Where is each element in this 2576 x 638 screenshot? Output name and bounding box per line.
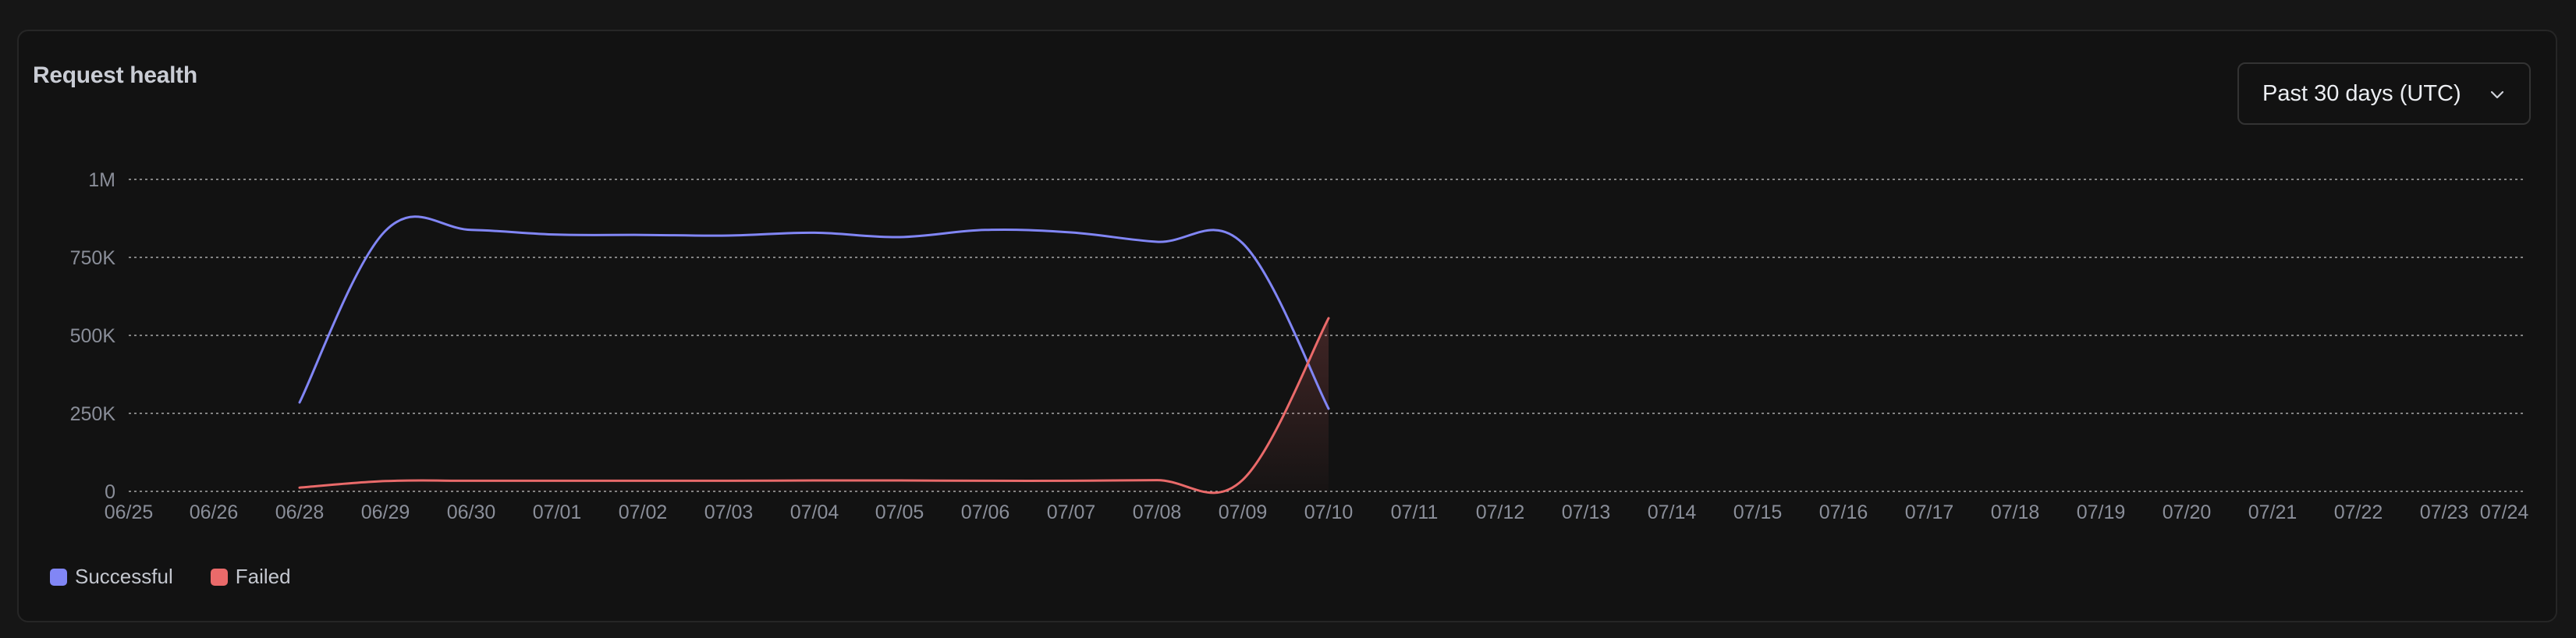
x-tick-label: 06/30 — [447, 502, 496, 523]
x-tick-label: 06/25 — [105, 502, 154, 523]
legend-label: Successful — [75, 565, 173, 588]
legend-swatch — [50, 568, 67, 586]
x-tick-label: 07/01 — [533, 502, 582, 523]
x-tick-label: 07/08 — [1133, 502, 1182, 523]
x-tick-label: 07/19 — [2077, 502, 2126, 523]
time-range-select[interactable]: Past 30 days (UTC) — [2237, 62, 2531, 125]
x-tick-label: 07/21 — [2248, 502, 2297, 523]
x-tick-label: 07/14 — [1648, 502, 1697, 523]
successful-series-line — [298, 215, 1330, 410]
x-tick-label: 07/17 — [1905, 502, 1954, 523]
x-tick-label: 06/28 — [275, 502, 325, 523]
chart-legend: Successful Failed — [50, 565, 328, 589]
y-tick-label: 750K — [70, 247, 116, 269]
x-tick-label: 07/20 — [2163, 502, 2212, 523]
x-tick-label: 07/09 — [1219, 502, 1268, 523]
legend-item-successful[interactable]: Successful — [50, 565, 173, 589]
chevron-down-icon — [2490, 90, 2504, 99]
x-tick-label: 07/15 — [1733, 502, 1783, 523]
x-tick-label: 07/04 — [790, 502, 839, 523]
y-tick-label: 500K — [70, 325, 116, 347]
x-tick-label: 07/05 — [875, 502, 924, 523]
x-tick-label: 07/22 — [2334, 502, 2383, 523]
x-tick-label: 07/16 — [1819, 502, 1868, 523]
time-range-label: Past 30 days (UTC) — [2262, 80, 2461, 106]
x-tick-label: 07/24 — [2480, 502, 2529, 523]
x-tick-label: 07/02 — [619, 502, 668, 523]
legend-item-failed[interactable]: Failed — [210, 565, 291, 589]
x-tick-label: 07/03 — [704, 502, 754, 523]
x-tick-label: 07/10 — [1304, 502, 1354, 523]
legend-label: Failed — [235, 565, 291, 588]
failed-series-line — [298, 317, 1330, 494]
x-tick-label: 06/26 — [190, 502, 239, 523]
legend-swatch — [210, 568, 228, 586]
x-tick-label: 07/18 — [1991, 502, 2040, 523]
x-tick-label: 07/23 — [2420, 502, 2469, 523]
card-title: Request health — [33, 62, 197, 88]
y-tick-label: 250K — [70, 403, 116, 425]
x-tick-label: 07/07 — [1047, 502, 1096, 523]
x-tick-label: 07/11 — [1391, 502, 1439, 523]
failed-series-area — [300, 318, 1329, 493]
x-tick-label: 07/12 — [1476, 502, 1525, 523]
x-tick-label: 07/13 — [1562, 502, 1611, 523]
y-tick-label: 0 — [105, 481, 115, 503]
y-tick-label: 1M — [88, 169, 115, 191]
x-tick-label: 07/06 — [961, 502, 1010, 523]
x-tick-label: 06/29 — [361, 502, 410, 523]
request-health-card — [17, 30, 2557, 622]
